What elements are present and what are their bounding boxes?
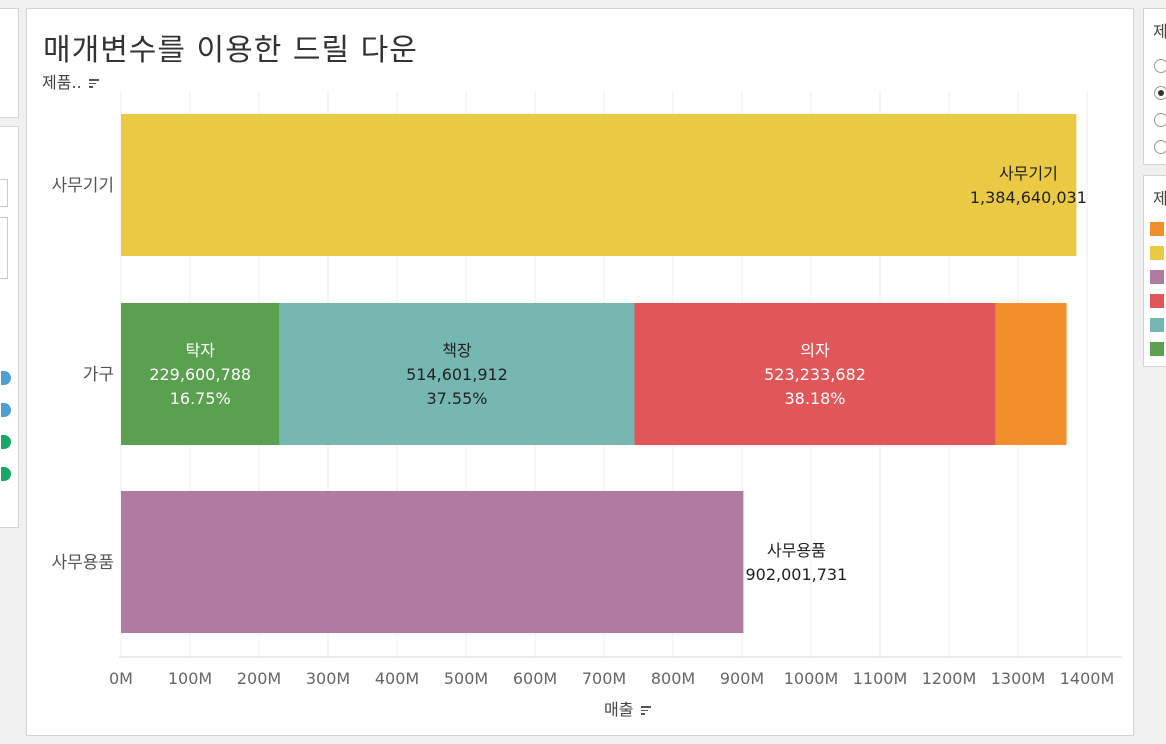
x-tick-label: 0M [109,669,133,688]
x-tick-label: 300M [306,669,350,688]
x-tick-label: 100M [168,669,212,688]
parameter-radio[interactable] [1154,140,1166,154]
data-label: 탁자 [185,341,215,360]
bar-segment [279,303,635,445]
row-header-label: 제품.. [42,73,82,92]
data-label: 37.55% [426,389,487,408]
left-control-panel [0,126,19,528]
bar-segment [634,303,996,445]
chart-title: 매개변수를 이용한 드릴 다운 [43,33,418,68]
x-tick-label: 1100M [853,669,908,688]
x-tick-label: 1300M [991,669,1046,688]
data-label: 514,601,912 [406,365,508,384]
left-input-box[interactable] [0,179,8,207]
data-label: 책장 [442,341,472,360]
row-label: 사무기기 [51,176,114,196]
legend-swatch[interactable] [1150,222,1164,236]
x-tick-label: 500M [444,669,488,688]
parameter-radio[interactable] [1154,113,1166,127]
x-tick-label: 1200M [922,669,977,688]
x-tick-label: 900M [720,669,764,688]
legend-title: 제 [1153,189,1166,208]
x-tick-label: 1400M [1060,669,1115,688]
left-list-box[interactable] [0,217,8,279]
parameter-panel: 제 [1143,8,1166,165]
legend-swatch[interactable] [1150,318,1164,332]
x-tick-label: 400M [375,669,419,688]
data-label: 38.18% [785,389,846,408]
legend-swatch[interactable] [1150,270,1164,284]
data-label: 523,233,682 [764,365,866,384]
bar-segment [121,114,1077,256]
row-label: 가구 [83,365,114,385]
data-label: 1,384,640,031 [970,188,1087,207]
sort-icon[interactable] [88,79,99,88]
x-tick-label: 600M [513,669,557,688]
x-axis-title-label: 매출 [604,700,634,719]
data-label: 의자 [800,341,830,360]
sort-icon[interactable] [640,706,651,715]
parameter-title: 제 [1153,22,1166,41]
left-filter-panel [0,8,19,118]
x-axis-title[interactable]: 매출 [604,696,651,720]
x-tick-label: 200M [237,669,281,688]
bar-chart: 0M 100M 200M 300M 400M 500M 600M 700M 800M 900M 10… [51,91,1122,688]
row-header[interactable]: 제품.. [42,69,99,93]
left-indicator[interactable] [1,467,11,481]
left-indicator[interactable] [1,371,11,385]
bar-segment [995,303,1067,445]
parameter-radio[interactable] [1154,59,1166,73]
x-tick-label: 700M [582,669,626,688]
x-tick-label: 1000M [784,669,839,688]
left-indicator[interactable] [1,403,11,417]
data-label: 902,001,731 [745,565,847,584]
parameter-radio[interactable] [1154,86,1166,100]
data-label: 229,600,788 [149,365,251,384]
data-label: 16.75% [170,389,231,408]
bar-segment [121,303,280,445]
legend-swatch[interactable] [1150,294,1164,308]
left-indicator[interactable] [1,435,11,449]
data-label: 사무기기 [999,164,1058,183]
bar-segment [121,491,744,633]
legend-panel: 제 [1143,175,1166,367]
data-label: 사무용품 [767,541,826,560]
x-tick-label: 800M [651,669,695,688]
chart-card: 매개변수를 이용한 드릴 다운 제품.. 0M 100M 200M 300M 400M 5… [26,8,1134,736]
legend-swatch[interactable] [1150,342,1164,356]
row-label: 사무용품 [51,553,114,573]
legend-swatch[interactable] [1150,246,1164,260]
